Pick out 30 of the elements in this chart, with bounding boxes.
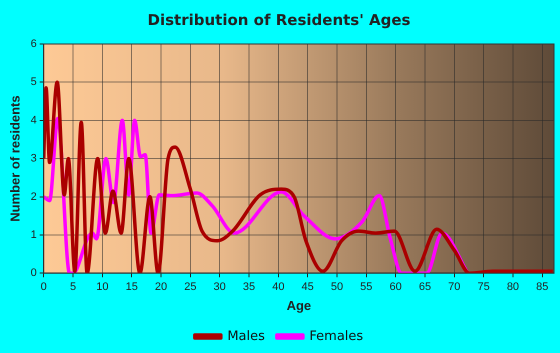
y-tick-label: 4 bbox=[30, 114, 37, 126]
x-tick-label: 35 bbox=[242, 280, 256, 293]
x-tick-label: 45 bbox=[302, 280, 314, 293]
x-tick-label: 75 bbox=[477, 280, 490, 293]
x-tick-label: 80 bbox=[506, 280, 520, 293]
y-tick-label: 5 bbox=[30, 76, 37, 88]
x-tick-label: 30 bbox=[214, 280, 226, 293]
y-tick-label: 2 bbox=[30, 190, 37, 203]
legend-label: Females bbox=[309, 328, 364, 344]
x-tick-label: 5 bbox=[70, 280, 76, 293]
x-tick-label: 15 bbox=[126, 280, 138, 293]
legend-label: Males bbox=[227, 328, 266, 344]
x-tick-label: 85 bbox=[536, 280, 548, 293]
y-tick-label: 1 bbox=[30, 229, 37, 242]
x-tick-label: 40 bbox=[272, 280, 284, 293]
y-tick-label: 0 bbox=[30, 267, 37, 280]
y-axis-title: Number of residents bbox=[7, 95, 22, 222]
y-tick-label: 6 bbox=[30, 38, 37, 50]
y-tick-label: 3 bbox=[30, 152, 37, 165]
x-tick-label: 70 bbox=[448, 280, 460, 293]
x-tick-label: 25 bbox=[184, 280, 196, 293]
chart-title: Distribution of Residents' Ages bbox=[148, 10, 411, 29]
x-tick-label: 0 bbox=[40, 280, 47, 293]
x-tick-label: 10 bbox=[96, 280, 108, 293]
x-tick-label: 60 bbox=[390, 280, 402, 293]
x-tick-label: 55 bbox=[360, 280, 372, 293]
x-tick-label: 20 bbox=[154, 280, 168, 293]
x-tick-label: 50 bbox=[330, 280, 344, 293]
x-tick-label: 65 bbox=[418, 280, 432, 293]
x-axis-title: Age bbox=[286, 298, 312, 313]
